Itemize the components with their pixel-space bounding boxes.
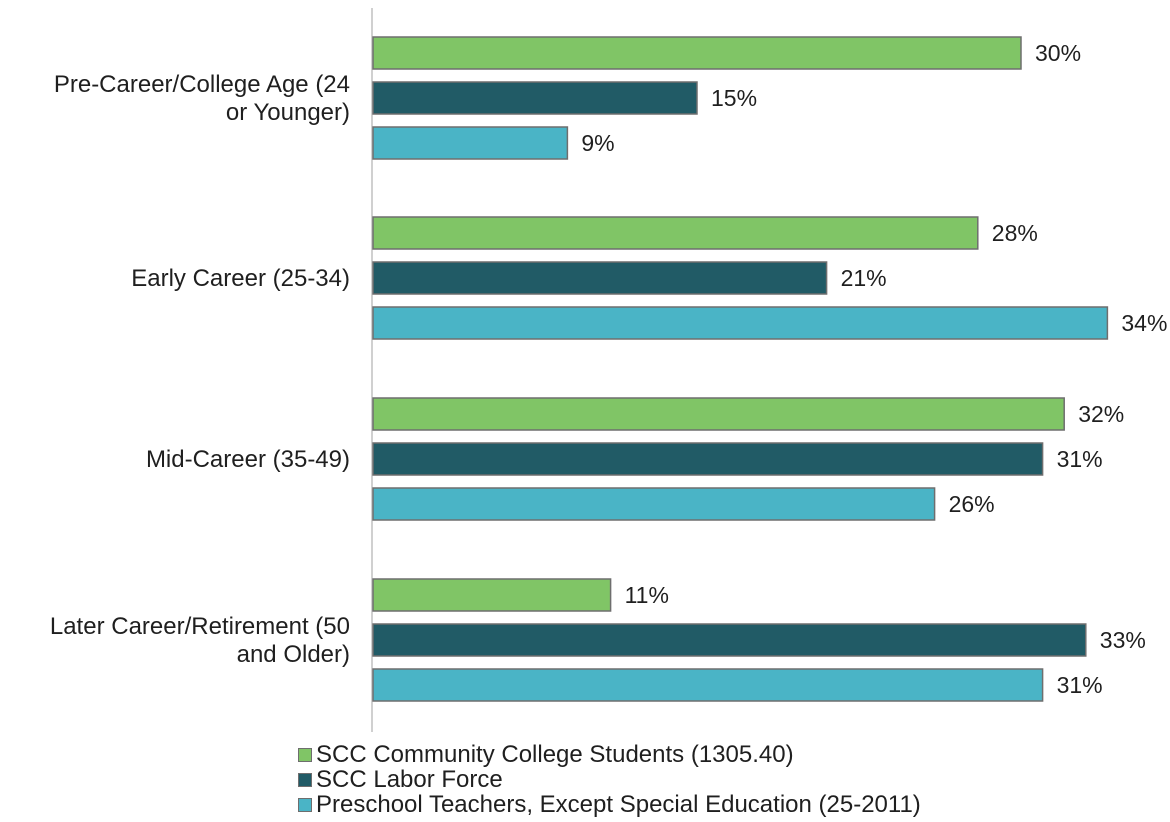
bar-early-career-25-34-series-1 bbox=[372, 216, 979, 250]
legend-label: SCC Community College Students (1305.40) bbox=[316, 741, 794, 768]
category-label-later-career-retirement-50-and-older: Later Career/Retirement (50 bbox=[50, 613, 350, 640]
legend-swatch bbox=[298, 747, 312, 762]
bar-pre-career-college-age-24-or-younger-series-1 bbox=[372, 36, 1022, 70]
data-label-early-career-25-34-series-1: 28% bbox=[992, 220, 1038, 246]
data-label-pre-career-college-age-24-or-younger-series-1: 30% bbox=[1035, 40, 1081, 66]
bar-mid-career-35-49-series-3 bbox=[372, 487, 936, 521]
category-label-mid-career-35-49: Mid-Career (35-49) bbox=[146, 446, 350, 473]
data-label-pre-career-college-age-24-or-younger-series-3: 9% bbox=[581, 130, 614, 156]
category-label-early-career-25-34: Early Career (25-34) bbox=[131, 265, 350, 292]
bar-later-career-retirement-50-and-older-series-1 bbox=[372, 578, 612, 612]
category-label-later-career-retirement-50-and-older: and Older) bbox=[237, 641, 350, 668]
data-label-mid-career-35-49-series-3: 26% bbox=[949, 491, 995, 517]
bar-early-career-25-34-series-3 bbox=[372, 306, 1109, 340]
data-label-pre-career-college-age-24-or-younger-series-2: 15% bbox=[711, 85, 757, 111]
data-label-mid-career-35-49-series-1: 32% bbox=[1078, 401, 1124, 427]
bar-later-career-retirement-50-and-older-series-3 bbox=[372, 668, 1044, 702]
data-label-early-career-25-34-series-3: 34% bbox=[1121, 310, 1167, 336]
data-label-later-career-retirement-50-and-older-series-1: 11% bbox=[625, 582, 669, 608]
legend-item-community-college-students: SCC Community College Students (1305.40) bbox=[298, 742, 921, 767]
data-label-later-career-retirement-50-and-older-series-3: 31% bbox=[1057, 672, 1103, 698]
bar-pre-career-college-age-24-or-younger-series-2 bbox=[372, 81, 698, 115]
data-label-mid-career-35-49-series-2: 31% bbox=[1057, 446, 1103, 472]
bars-layer bbox=[372, 36, 1109, 702]
data-label-later-career-retirement-50-and-older-series-2: 33% bbox=[1100, 627, 1146, 653]
legend-item-preschool-teachers: Preschool Teachers, Except Special Educa… bbox=[298, 792, 921, 817]
bar-mid-career-35-49-series-1 bbox=[372, 397, 1065, 431]
legend-swatch bbox=[298, 772, 312, 787]
legend-label: SCC Labor Force bbox=[316, 766, 503, 793]
legend-label: Preschool Teachers, Except Special Educa… bbox=[316, 791, 921, 818]
bar-mid-career-35-49-series-2 bbox=[372, 442, 1044, 476]
bar-pre-career-college-age-24-or-younger-series-3 bbox=[372, 126, 569, 160]
legend: SCC Community College Students (1305.40)… bbox=[298, 742, 921, 817]
legend-item-labor-force: SCC Labor Force bbox=[298, 767, 921, 792]
bar-later-career-retirement-50-and-older-series-2 bbox=[372, 623, 1087, 657]
legend-swatch bbox=[298, 797, 312, 812]
category-label-pre-career-college-age-24-or-younger: Pre-Career/College Age (24 bbox=[54, 71, 350, 98]
category-label-pre-career-college-age-24-or-younger: or Younger) bbox=[226, 99, 350, 126]
bar-early-career-25-34-series-2 bbox=[372, 261, 828, 295]
data-label-early-career-25-34-series-2: 21% bbox=[841, 265, 887, 291]
